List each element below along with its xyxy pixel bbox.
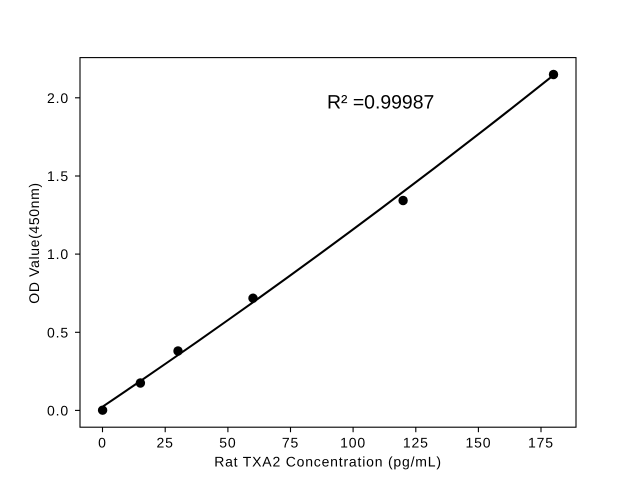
svg-text:0.0: 0.0 bbox=[47, 403, 69, 419]
svg-text:1.5: 1.5 bbox=[47, 168, 69, 184]
svg-text:25: 25 bbox=[157, 435, 174, 451]
svg-text:75: 75 bbox=[282, 435, 299, 451]
svg-text:2.0: 2.0 bbox=[47, 90, 69, 106]
svg-text:1.0: 1.0 bbox=[47, 246, 69, 262]
svg-text:175: 175 bbox=[528, 435, 554, 451]
svg-text:50: 50 bbox=[219, 435, 236, 451]
svg-text:Rat TXA2 Concentration (pg/mL): Rat TXA2 Concentration (pg/mL) bbox=[214, 454, 442, 470]
svg-text:150: 150 bbox=[465, 435, 491, 451]
svg-text:OD Value(450nm): OD Value(450nm) bbox=[26, 182, 42, 303]
svg-text:0: 0 bbox=[98, 435, 107, 451]
svg-text:125: 125 bbox=[403, 435, 429, 451]
svg-text:100: 100 bbox=[340, 435, 366, 451]
svg-text:0.5: 0.5 bbox=[47, 324, 69, 340]
svg-text:R² =0.99987: R² =0.99987 bbox=[327, 92, 434, 114]
